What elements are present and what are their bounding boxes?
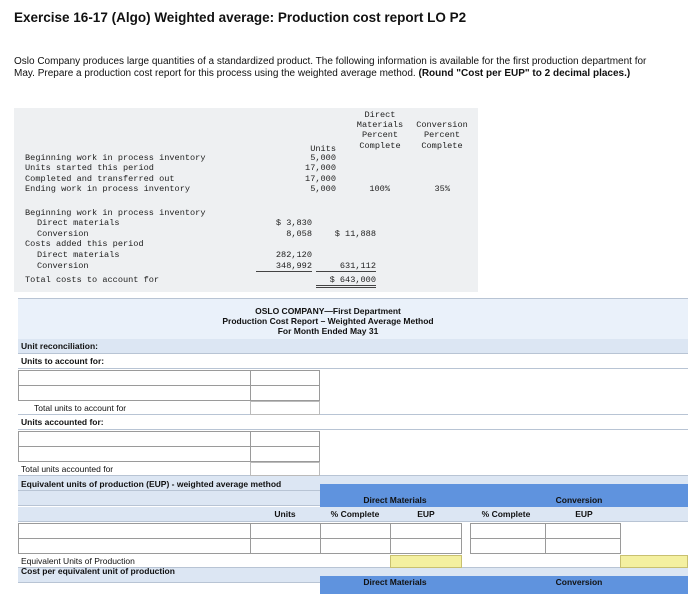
cost-label: Conversion <box>37 229 89 239</box>
section-label: Unit reconciliation: <box>21 341 98 351</box>
total: 631,112 <box>316 261 376 272</box>
col-header: EUP <box>575 509 593 519</box>
input[interactable] <box>18 538 251 554</box>
section-label: Cost per equivalent unit of production <box>21 566 175 576</box>
instructions: Oslo Company produces large quantities o… <box>14 56 664 80</box>
total-label: Total units accounted for <box>21 464 114 474</box>
group-header: Direct Materials <box>363 495 427 505</box>
row <box>18 354 688 369</box>
title: Exercise 16-17 (Algo) Weighted average: … <box>14 10 467 25</box>
total-cell <box>390 555 462 568</box>
input[interactable] <box>18 385 251 401</box>
row <box>18 507 688 522</box>
row-label: Completed and transferred out <box>25 174 175 184</box>
col-header: Percent <box>423 130 461 140</box>
cost-label: Beginning work in process inventory <box>25 208 206 218</box>
group-header: Conversion <box>555 577 603 587</box>
row <box>18 401 688 415</box>
amount: $ 3,830 <box>275 218 312 228</box>
input[interactable] <box>545 538 621 554</box>
input[interactable] <box>470 523 546 539</box>
input[interactable] <box>18 370 251 386</box>
input[interactable] <box>390 538 462 554</box>
section-label: Units to account for: <box>21 356 105 366</box>
row <box>18 554 688 568</box>
input[interactable] <box>250 523 321 539</box>
row <box>18 415 688 430</box>
input[interactable] <box>390 523 462 539</box>
amount: 8,058 <box>286 229 312 239</box>
cost-label: Total costs to account for <box>25 275 160 285</box>
col-header: % Complete <box>481 509 531 519</box>
report-title: Production Cost Report – Weighted Averag… <box>222 316 434 326</box>
section-label: Equivalent units of production (EUP) - w… <box>21 479 282 489</box>
row-label: Beginning work in process inventory <box>25 153 206 163</box>
instructions-emphasis: (Round "Cost per EUP" to 2 decimal place… <box>418 68 631 79</box>
instructions-text: Oslo Company produces large quantities o… <box>14 56 647 79</box>
total: $ 11,888 <box>334 229 376 239</box>
col-header: Complete <box>359 141 401 151</box>
input[interactable] <box>545 523 621 539</box>
input[interactable] <box>250 385 320 401</box>
input[interactable] <box>250 370 320 386</box>
total-cell <box>620 555 688 568</box>
col-header: Units <box>310 144 336 154</box>
group-header: Direct Materials <box>363 577 427 587</box>
total-label: Total units to account for <box>34 403 127 413</box>
input[interactable] <box>250 431 320 447</box>
period: For Month Ended May 31 <box>277 326 379 336</box>
row-label: Ending work in process inventory <box>25 184 191 194</box>
company: OSLO COMPANY—First Department <box>255 306 401 316</box>
col-header: Conversion <box>416 120 468 130</box>
col-header: % Complete <box>330 509 380 519</box>
col-header: Direct <box>364 110 396 120</box>
group-header: Conversion <box>555 495 603 505</box>
col-header: EUP <box>417 509 435 519</box>
cost-label: Conversion <box>37 261 89 271</box>
amount: 282,120 <box>275 250 312 260</box>
total: $ 643,000 <box>316 275 376 288</box>
input[interactable] <box>250 401 320 415</box>
amount: 348,992 <box>256 261 312 272</box>
input[interactable] <box>320 523 391 539</box>
row <box>18 462 688 476</box>
total-label: Equivalent Units of Production <box>21 556 135 566</box>
input[interactable] <box>320 538 391 554</box>
cost-label: Costs added this period <box>25 239 144 249</box>
input[interactable] <box>470 538 546 554</box>
input[interactable] <box>250 446 320 462</box>
col-header: Complete <box>421 141 463 151</box>
info-panel <box>14 108 478 292</box>
pct: 35% <box>434 184 450 194</box>
col-header: Units <box>274 509 296 519</box>
cost-label: Direct materials <box>37 218 120 228</box>
row-label: Units started this period <box>25 163 154 173</box>
pct: 100% <box>369 184 390 194</box>
input[interactable] <box>18 446 251 462</box>
input[interactable] <box>18 431 251 447</box>
input[interactable] <box>250 538 321 554</box>
input[interactable] <box>18 523 251 539</box>
group-header-band <box>320 576 688 594</box>
report-header <box>18 298 688 339</box>
section-label: Units accounted for: <box>21 417 104 427</box>
input[interactable] <box>250 462 320 476</box>
col-header: Materials <box>356 120 404 130</box>
col-header: Percent <box>361 130 399 140</box>
units: 17,000 <box>305 163 336 173</box>
cost-label: Direct materials <box>37 250 120 260</box>
row <box>18 339 688 354</box>
units: 17,000 <box>305 174 336 184</box>
units: 5,000 <box>310 184 336 194</box>
units: 5,000 <box>310 153 336 163</box>
